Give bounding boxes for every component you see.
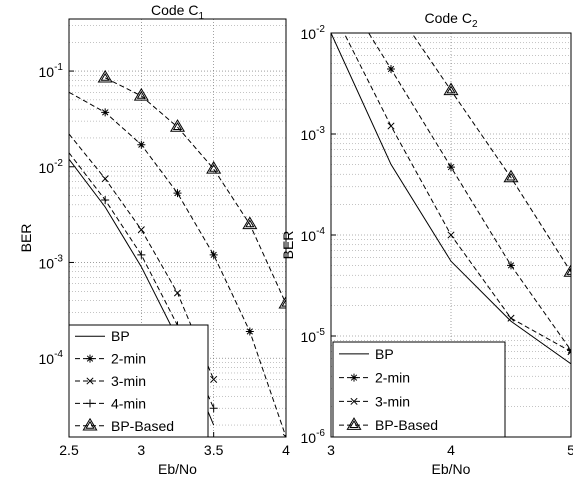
- legend-marker: [350, 373, 358, 382]
- legend-label: BP: [375, 346, 394, 362]
- marker: [443, 82, 459, 96]
- marker: [209, 404, 218, 413]
- x-tick-label: 3.5: [204, 442, 224, 458]
- y-tick-base: 10: [39, 64, 55, 80]
- legend-marker: [86, 377, 94, 385]
- y-tick-label: 10-5: [301, 327, 326, 345]
- marker: [278, 295, 286, 309]
- legend-label: BP: [111, 328, 130, 344]
- marker: [242, 216, 258, 230]
- legend-marker: [346, 417, 362, 430]
- marker: [97, 69, 113, 83]
- y-tick-base: 10: [301, 228, 317, 244]
- marker: [101, 175, 109, 183]
- y-tick-exponent: -1: [54, 62, 63, 73]
- marker: [206, 160, 222, 174]
- legend: BP 2-min 3-min 4-min BP-Based: [68, 324, 209, 438]
- legend-label: BP-Based: [111, 418, 174, 434]
- legend-label: 3-min: [375, 393, 410, 409]
- legend: BP 2-min 3-min BP-Based: [332, 341, 506, 438]
- y-tick-label: 10-1: [39, 62, 64, 80]
- legend-marker: [86, 354, 94, 363]
- plot-lines: [331, 0, 571, 365]
- y-tick-base: 10: [301, 430, 317, 446]
- title-subscript: 1: [198, 11, 204, 22]
- y-tick-exponent: -2: [54, 158, 63, 169]
- legend-label: 2-min: [375, 370, 410, 386]
- marker: [137, 250, 146, 259]
- y-tick-exponent: -6: [316, 428, 325, 439]
- y-tick-label: 10-3: [301, 125, 326, 143]
- legend-marker: [82, 417, 98, 431]
- marker: [101, 195, 110, 204]
- marker: [503, 169, 519, 183]
- marker: [507, 261, 515, 270]
- marker: [173, 289, 182, 297]
- legend-box: [332, 341, 506, 438]
- marker: [210, 375, 218, 383]
- marker: [169, 119, 186, 132]
- x-tick-label: 3: [327, 442, 335, 458]
- y-tick-exponent: -2: [316, 24, 325, 35]
- marker: [447, 163, 455, 172]
- legend-marker: [350, 397, 358, 405]
- y-tick-label: 10-4: [301, 226, 326, 244]
- marker: [507, 314, 515, 322]
- legend-label: BP-Based: [375, 417, 438, 433]
- marker: [384, 0, 397, 7]
- x-axis-label: Eb/No: [432, 461, 471, 477]
- x-axis-label: Eb/No: [158, 461, 197, 477]
- marker: [387, 65, 395, 74]
- marker: [447, 231, 455, 239]
- y-tick-label: 10-2: [301, 24, 326, 42]
- marker: [567, 348, 571, 356]
- legend-label: 3-min: [111, 373, 146, 389]
- marker: [137, 140, 146, 149]
- y-tick-base: 10: [39, 255, 55, 271]
- x-tick-label: 3: [137, 442, 145, 458]
- marker: [387, 122, 395, 130]
- series-line: [331, 33, 571, 365]
- y-tick-exponent: -3: [54, 253, 63, 264]
- y-tick-base: 10: [39, 160, 55, 176]
- series-line: [104, 77, 286, 304]
- legend-marker: [86, 399, 94, 408]
- marker: [245, 327, 254, 336]
- legend-label: 2-min: [111, 351, 146, 367]
- title-subscript: 2: [472, 19, 478, 30]
- y-tick-exponent: -4: [316, 226, 325, 237]
- marker: [133, 87, 149, 101]
- marker: [209, 250, 218, 259]
- y-tick-label: 10-3: [39, 253, 64, 271]
- y-tick-base: 10: [301, 127, 317, 143]
- y-tick-label: 10-2: [39, 158, 64, 176]
- y-axis-label: BER: [18, 224, 34, 253]
- y-tick-base: 10: [301, 26, 317, 42]
- subplot-title: Code C2: [424, 10, 477, 30]
- series-line: [411, 33, 571, 273]
- y-tick-exponent: -4: [54, 349, 63, 360]
- subplot-title: Code C1: [151, 2, 204, 22]
- y-tick-exponent: -3: [316, 125, 325, 136]
- x-tick-label: 4: [282, 442, 290, 458]
- y-axis-label: BER: [280, 231, 296, 260]
- marker: [173, 189, 182, 198]
- x-tick-label: 5: [567, 442, 573, 458]
- y-tick-base: 10: [301, 329, 317, 345]
- marker: [137, 226, 145, 234]
- marker: [101, 108, 110, 117]
- marker: [563, 264, 571, 277]
- x-tick-label: 2.5: [59, 442, 79, 458]
- y-tick-label: 10-6: [301, 428, 326, 446]
- title-text: Code C: [151, 2, 198, 18]
- y-tick-base: 10: [39, 351, 55, 367]
- x-tick-label: 4: [447, 442, 455, 458]
- y-tick-label: 10-4: [39, 349, 64, 367]
- legend-label: 4-min: [111, 395, 146, 411]
- title-text: Code C: [424, 10, 471, 26]
- y-tick-exponent: -5: [316, 327, 325, 338]
